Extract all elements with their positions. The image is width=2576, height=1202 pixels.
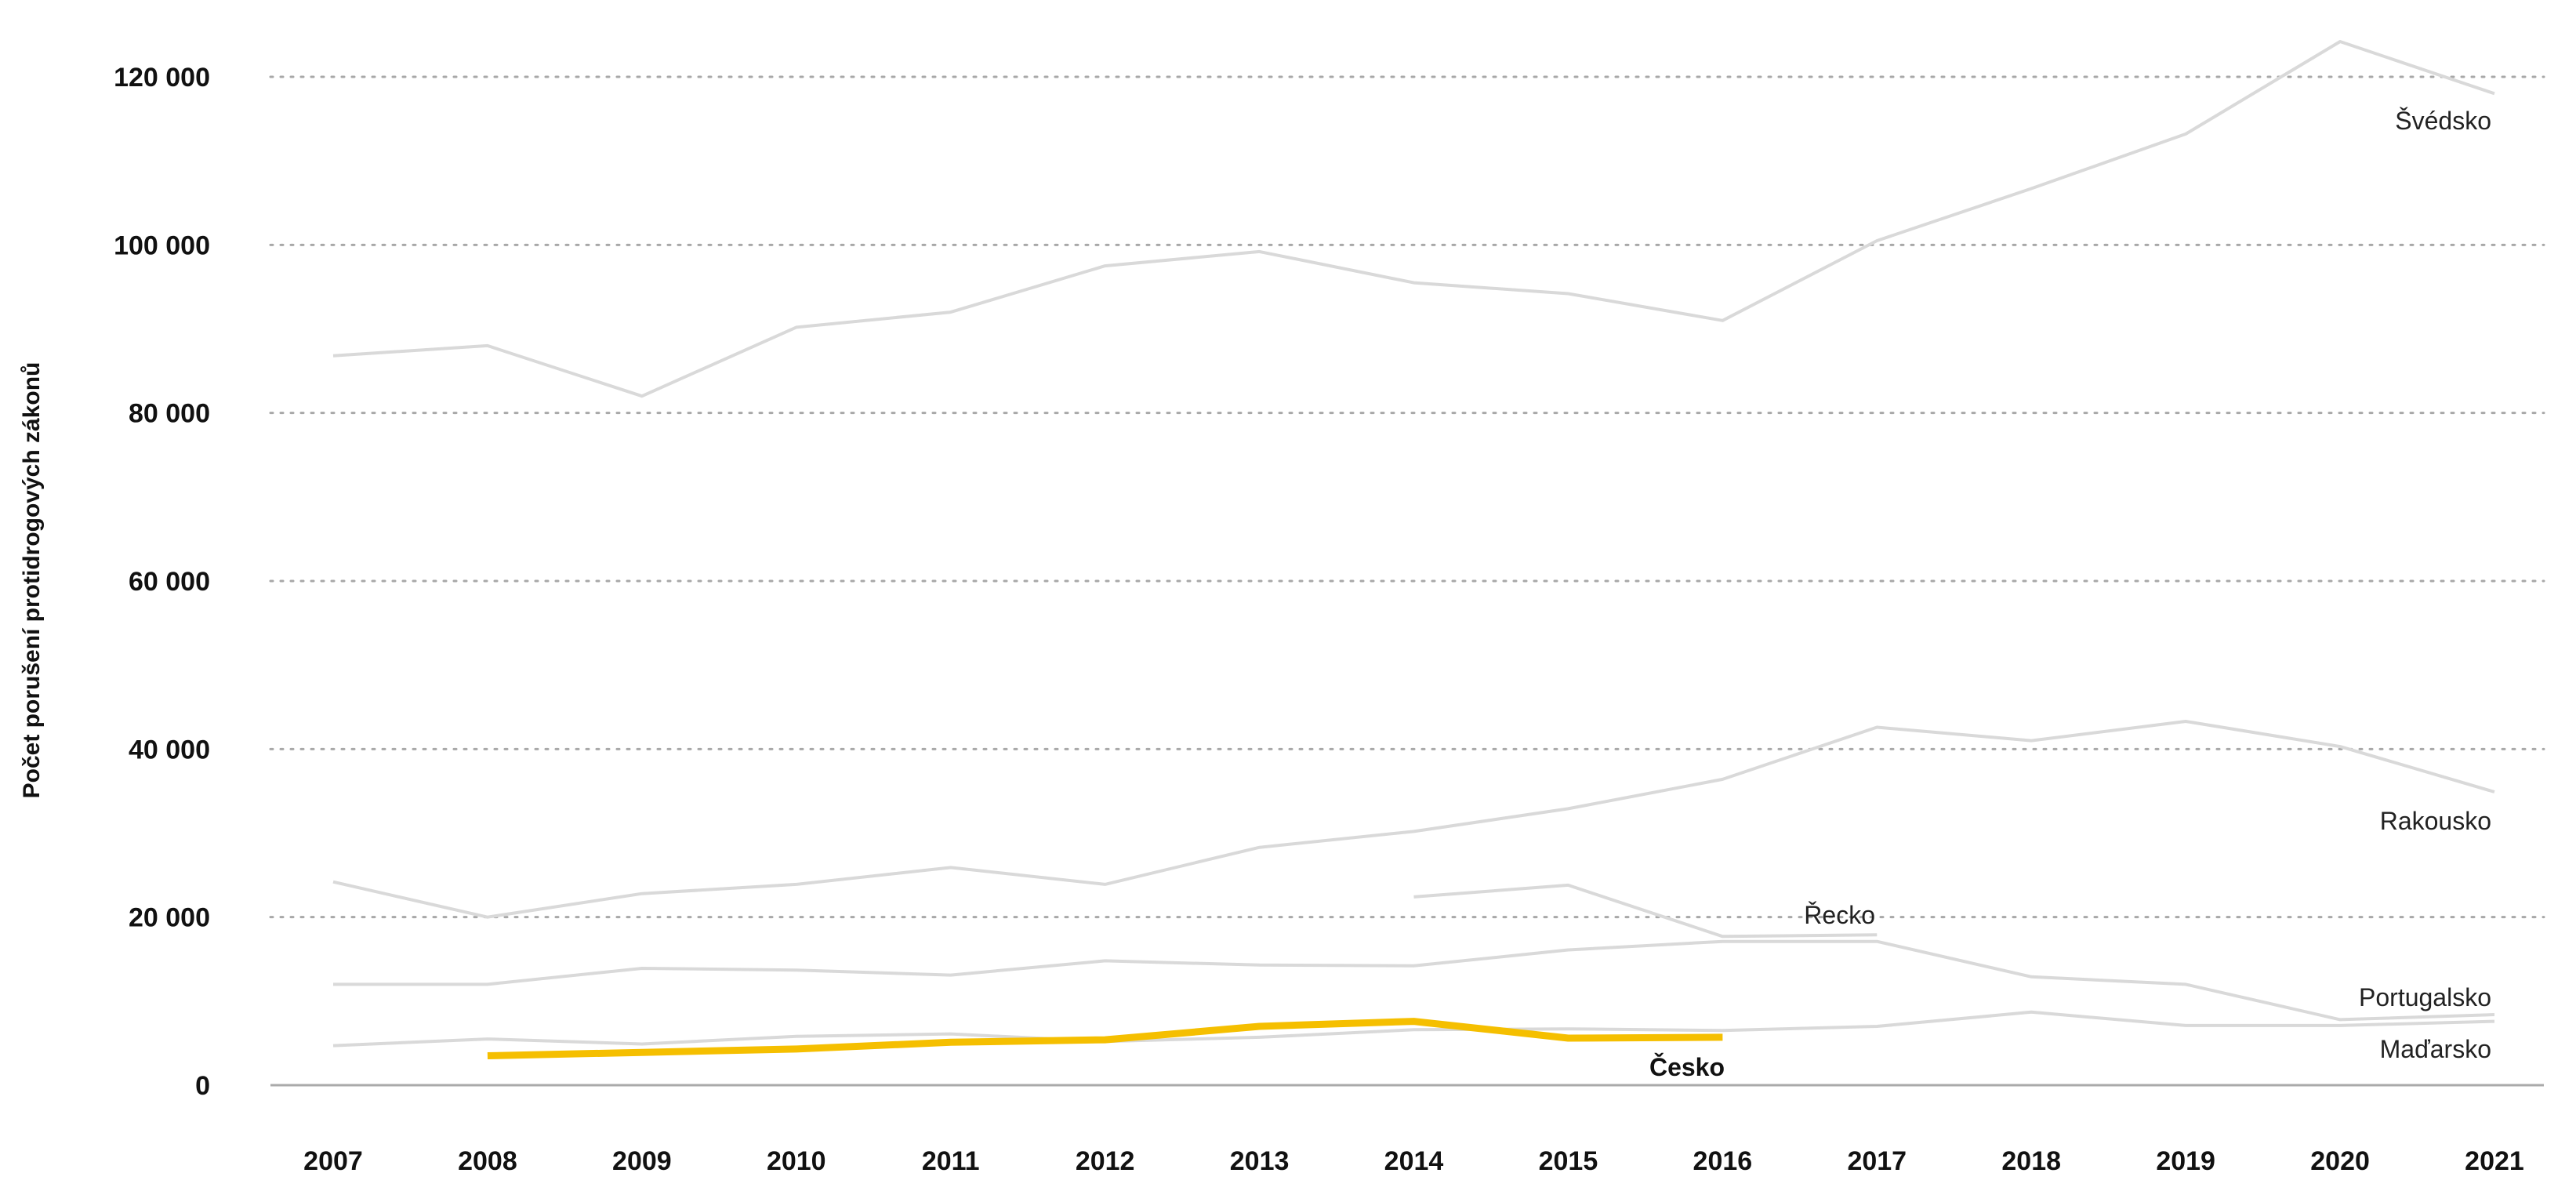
y-tick-label: 0 (195, 1071, 210, 1101)
series-line-cesko (487, 1018, 1723, 1059)
series-line-recko (1413, 883, 1878, 939)
series-line-portugalsko (333, 939, 2495, 1022)
y-tick-label: 40 000 (129, 735, 210, 764)
x-axis-ticks: 2007 2008 2009 2010 2011 2012 2013 2014 2015 2016… (303, 1146, 2524, 1176)
x-tick-label: 2021 (2465, 1146, 2524, 1176)
series-label-recko: Řecko (1804, 901, 1875, 929)
x-tick-label: 2019 (2156, 1146, 2215, 1176)
series-label-svedsko: Švédsko (2395, 107, 2491, 135)
x-tick-label: 2016 (1693, 1146, 1753, 1176)
series-labels: Švédsko Rakousko Řecko Portugalsko Maďarsko Č… (1649, 107, 2491, 1081)
series-label-rakousko: Rakousko (2380, 807, 2491, 835)
series-line-madarsko (332, 1010, 2495, 1048)
x-tick-label: 2017 (1847, 1146, 1907, 1176)
x-tick-label: 2012 (1076, 1146, 1135, 1176)
x-tick-label: 2011 (922, 1146, 980, 1176)
x-tick-label: 2009 (612, 1146, 672, 1176)
series-label-madarsko: Maďarsko (2380, 1035, 2491, 1063)
x-tick-label: 2007 (303, 1146, 363, 1176)
series-label-cesko: Česko (1649, 1053, 1725, 1081)
x-tick-label: 2010 (767, 1146, 826, 1176)
y-tick-label: 120 000 (114, 63, 210, 93)
x-tick-label: 2018 (2001, 1146, 2061, 1176)
x-tick-label: 2008 (458, 1146, 517, 1176)
series-label-portugalsko: Portugalsko (2359, 983, 2491, 1011)
y-axis-ticks: 0 20 000 40 000 60 000 80 000 100 000 120 000 (114, 63, 210, 1101)
series-line-rakousko (332, 720, 2495, 919)
y-tick-label: 80 000 (129, 399, 210, 429)
gridlines (269, 75, 2545, 1087)
x-tick-label: 2014 (1384, 1146, 1444, 1176)
x-tick-label: 2020 (2310, 1146, 2370, 1176)
y-tick-label: 100 000 (114, 231, 210, 260)
x-tick-label: 2015 (1539, 1146, 1598, 1176)
series-line-svedsko (332, 40, 2495, 398)
y-tick-label: 60 000 (129, 567, 210, 597)
series-lines (332, 40, 2495, 1059)
x-tick-label: 2013 (1230, 1146, 1290, 1176)
y-tick-label: 20 000 (129, 903, 210, 933)
y-axis-title: Počet porušení protidrogových zákonů (19, 362, 45, 799)
